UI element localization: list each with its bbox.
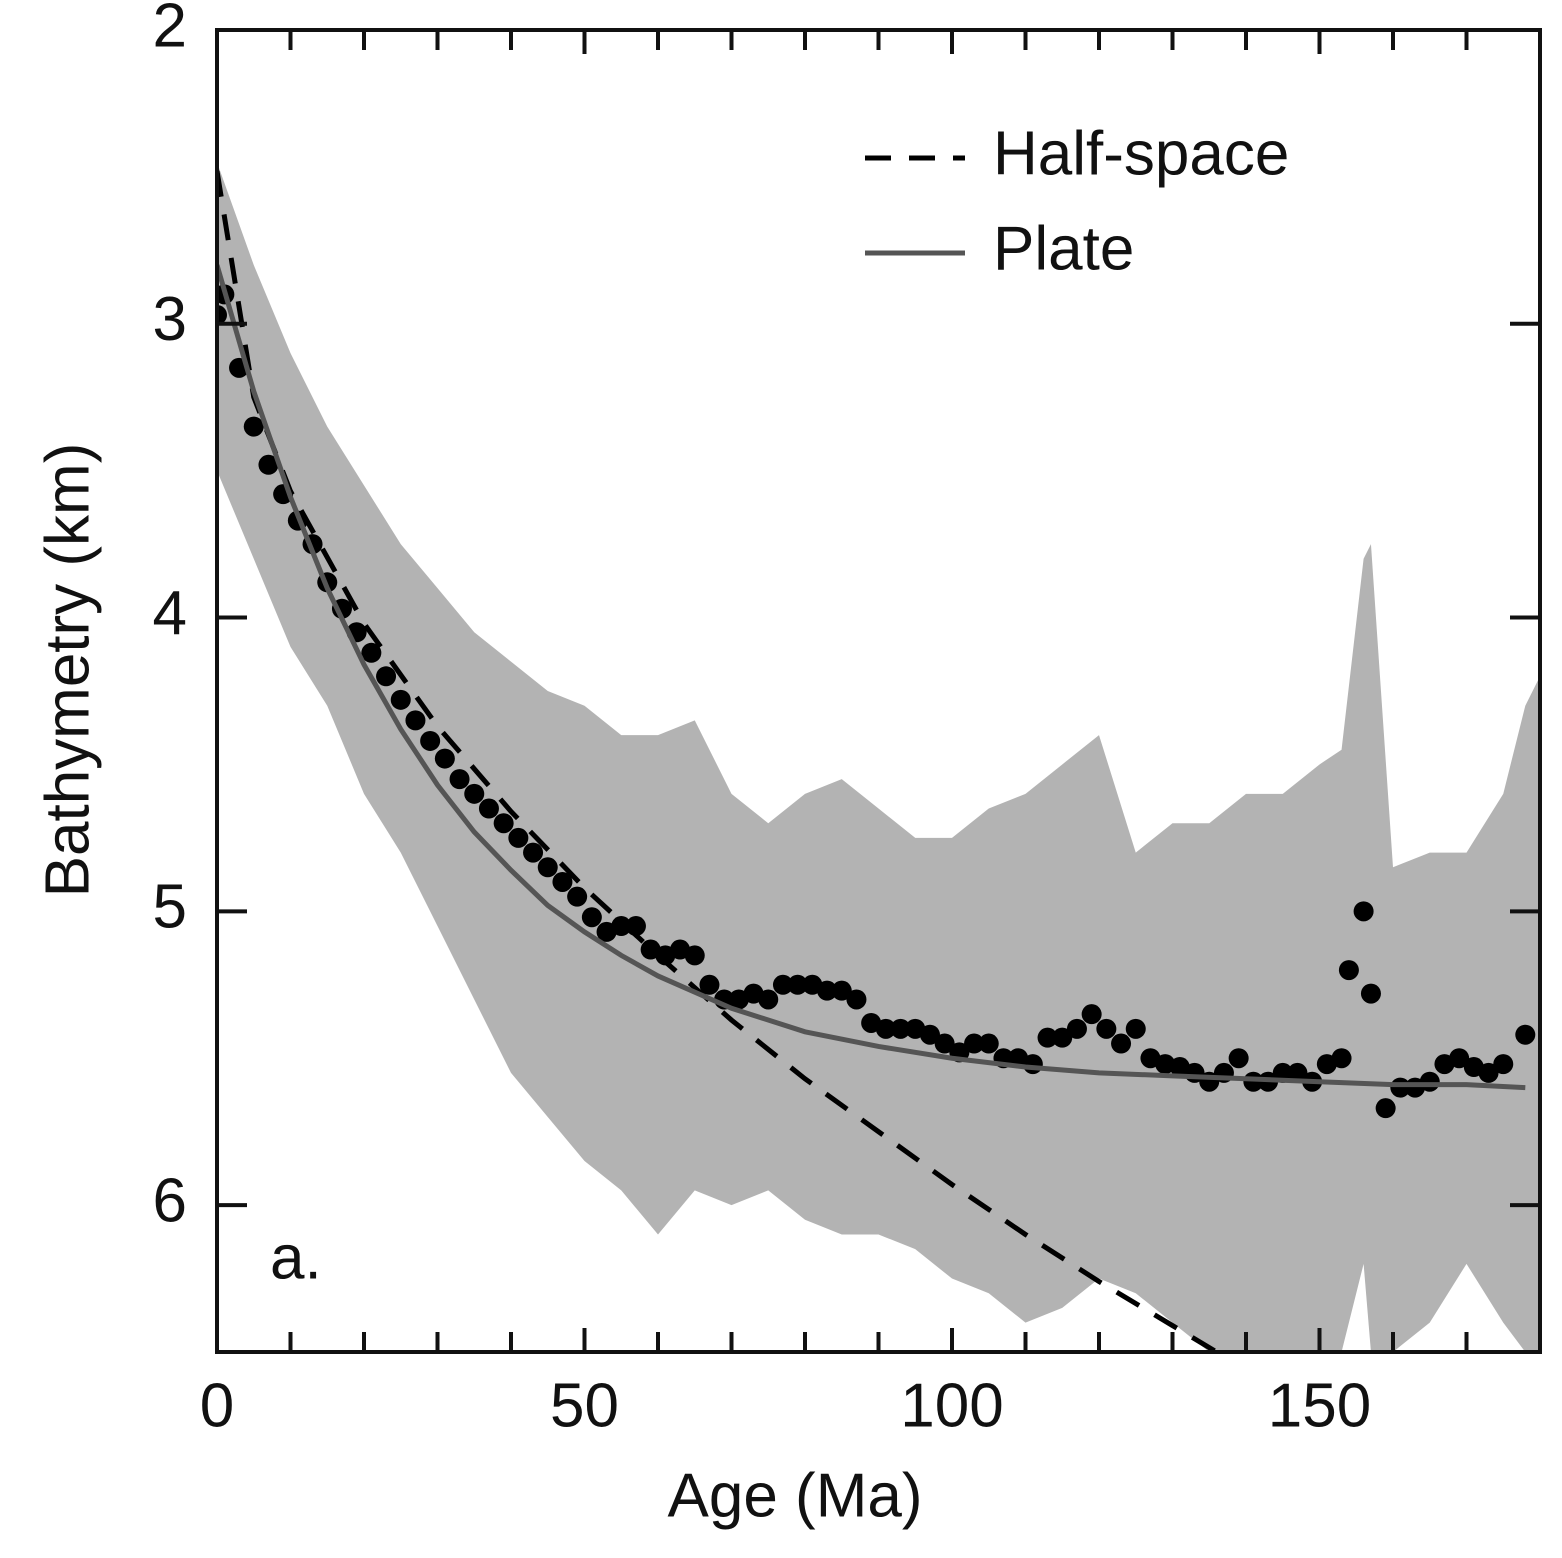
- data-point: [1228, 1048, 1249, 1069]
- y-tick-label: 5: [153, 873, 187, 942]
- data-point: [1037, 1027, 1058, 1048]
- data-point: [1287, 1062, 1308, 1083]
- data-point: [758, 989, 779, 1010]
- data-point: [243, 416, 264, 437]
- data-point: [420, 730, 441, 751]
- data-point: [567, 886, 588, 907]
- data-point: [376, 666, 397, 687]
- data-point: [684, 945, 705, 966]
- data-point: [919, 1024, 940, 1045]
- data-point: [537, 857, 558, 878]
- y-tick-label: 3: [153, 285, 187, 354]
- data-point: [1419, 1071, 1440, 1092]
- data-point: [1052, 1027, 1073, 1048]
- data-point: [464, 783, 485, 804]
- data-point: [817, 980, 838, 1001]
- data-point: [831, 980, 852, 1001]
- data-point: [508, 827, 529, 848]
- data-point: [1111, 1033, 1132, 1054]
- y-tick-label: 6: [153, 1166, 187, 1235]
- data-point: [934, 1033, 955, 1054]
- y-tick-label: 2: [153, 0, 187, 60]
- model-line: [217, 264, 1526, 1091]
- x-axis-label: Age (Ma): [668, 1461, 923, 1530]
- data-point: [478, 798, 499, 819]
- annotation: a.: [270, 1223, 322, 1292]
- data-point: [1125, 1018, 1146, 1039]
- legend-label: Plate: [993, 214, 1134, 283]
- data-point: [581, 907, 602, 928]
- data-point: [890, 1018, 911, 1039]
- data-point: [258, 454, 279, 475]
- range-band: [217, 162, 1540, 1352]
- data-point: [875, 1018, 896, 1039]
- x-tick-label: 150: [1268, 1371, 1371, 1440]
- data-point: [1022, 1054, 1043, 1075]
- data-point: [772, 974, 793, 995]
- data-point: [523, 842, 544, 863]
- model-line: [217, 170, 1218, 1352]
- data-point: [1515, 1024, 1536, 1045]
- data-point: [611, 916, 632, 937]
- x-tick-label: 0: [200, 1371, 234, 1440]
- data-point: [964, 1033, 985, 1054]
- data-point: [1360, 983, 1381, 1004]
- data-point: [449, 769, 470, 790]
- data-point: [493, 813, 514, 834]
- x-tick-label: 100: [900, 1371, 1003, 1440]
- data-point: [1375, 1098, 1396, 1119]
- x-tick-label: 50: [550, 1371, 619, 1440]
- data-point: [787, 974, 808, 995]
- legend-label: Half-space: [993, 119, 1289, 188]
- data-point: [434, 748, 455, 769]
- plot-area: [217, 162, 1540, 1352]
- data-point: [1066, 1018, 1087, 1039]
- data-point: [699, 974, 720, 995]
- data-point: [361, 642, 382, 663]
- data-point: [1493, 1054, 1514, 1075]
- data-point: [1331, 1048, 1352, 1069]
- data-point: [846, 989, 867, 1010]
- y-axis-label: Bathymetry (km): [33, 443, 102, 898]
- y-tick-label: 4: [153, 579, 187, 648]
- data-point: [1081, 1004, 1102, 1025]
- data-point: [1096, 1018, 1117, 1039]
- data-point: [978, 1033, 999, 1054]
- data-point: [1478, 1062, 1499, 1083]
- data-point: [217, 304, 227, 325]
- data-point: [1449, 1048, 1470, 1069]
- data-point: [552, 871, 573, 892]
- data-point: [1338, 960, 1359, 981]
- data-point: [1353, 901, 1374, 922]
- data-point: [405, 710, 426, 731]
- data-point: [390, 689, 411, 710]
